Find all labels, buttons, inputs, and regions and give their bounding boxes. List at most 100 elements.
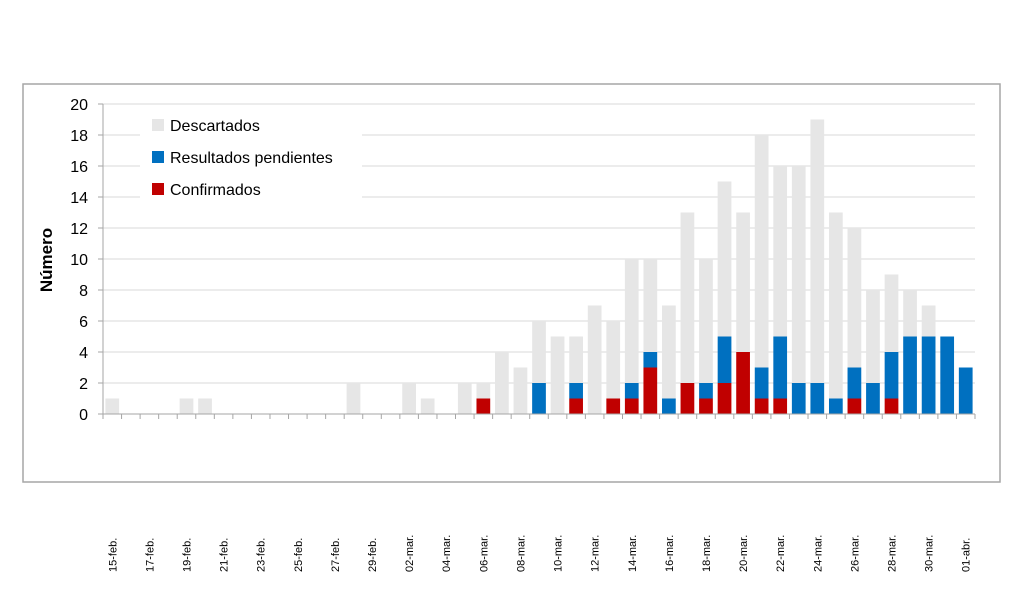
x-tick-label: 14-mar.: [627, 535, 639, 572]
bar-descartados: [198, 398, 212, 414]
x-tick-label: 22-mar.: [775, 535, 787, 572]
x-tick-label: 29-feb.: [367, 538, 379, 572]
bar-resultados-pendientes: [866, 383, 880, 414]
bar-descartados: [736, 212, 750, 352]
bar-descartados: [606, 321, 621, 399]
bar-descartados: [532, 321, 546, 383]
bar-confirmados: [476, 398, 491, 414]
x-tick-label: 19-feb.: [181, 538, 193, 572]
bar-resultados-pendientes: [847, 367, 862, 399]
bar-descartados: [662, 305, 676, 399]
bar-resultados-pendientes: [699, 383, 713, 399]
bar-descartados: [754, 135, 769, 368]
bar-confirmados: [680, 383, 695, 414]
x-tick-label: 18-mar.: [701, 535, 713, 572]
bar-descartados: [717, 181, 732, 337]
y-tick-label: 10: [70, 252, 88, 269]
x-tick-label: 20-mar.: [738, 535, 750, 572]
bar-resultados-pendientes: [754, 367, 769, 399]
legend: Descartados Resultados pendientes Confirma…: [140, 110, 362, 206]
bar-descartados: [587, 305, 602, 414]
bar-descartados: [105, 398, 120, 414]
bar-resultados-pendientes: [791, 383, 806, 414]
y-tick-label: 14: [70, 190, 88, 207]
bar-descartados: [420, 398, 435, 414]
bar-descartados: [643, 259, 658, 352]
bar-resultados-pendientes: [773, 336, 788, 399]
x-tick-label: 15-feb.: [107, 538, 119, 572]
x-tick-label: 21-feb.: [219, 538, 231, 572]
bar-resultados-pendientes: [903, 336, 917, 414]
bar-descartados: [828, 212, 843, 399]
legend-background: [140, 110, 362, 206]
bar-resultados-pendientes: [921, 336, 936, 414]
bar-descartados: [346, 383, 361, 414]
x-tick-label: 16-mar.: [664, 535, 676, 572]
bar-confirmados: [624, 398, 639, 414]
bar-descartados: [903, 290, 917, 337]
y-tick-label: 18: [70, 128, 88, 145]
bar-descartados: [791, 166, 806, 383]
x-tick-label: 23-feb.: [256, 538, 268, 572]
x-tick-label: 04-mar.: [441, 535, 453, 572]
bar-resultados-pendientes: [624, 383, 639, 399]
y-tick-labels: 0 2 4 6 8 10 12 14 16 18 20: [70, 97, 88, 424]
bar-descartados: [699, 259, 713, 383]
bar-confirmados: [736, 352, 750, 414]
x-tick-label: 01-abr.: [961, 538, 973, 572]
bar-resultados-pendientes: [643, 352, 658, 368]
bar-confirmados: [717, 383, 732, 414]
y-tick-label: 16: [70, 159, 88, 176]
x-tick-label: 08-mar.: [515, 535, 527, 572]
legend-swatch: [152, 151, 164, 163]
y-tick-label: 8: [79, 283, 88, 300]
bar-resultados-pendientes: [828, 398, 843, 414]
y-axis-label: Número: [37, 228, 56, 292]
bar-descartados: [550, 336, 565, 414]
axes: [98, 103, 976, 419]
x-tick-labels: 15-feb. 17-feb. 19-feb. 21-feb. 23-feb. 25-fe…: [107, 535, 972, 572]
bar-descartados: [457, 383, 472, 414]
bar-confirmados: [699, 398, 713, 414]
legend-swatch: [152, 183, 164, 195]
x-tick-label: 26-mar.: [849, 535, 861, 572]
x-tick-label: 25-feb.: [293, 538, 305, 572]
bar-descartados: [810, 119, 825, 383]
bar-descartados: [680, 212, 695, 383]
x-tick-label: 02-mar.: [404, 535, 416, 572]
bar-confirmados: [773, 398, 788, 414]
x-tick-label: 27-feb.: [330, 538, 342, 572]
bar-confirmados: [606, 398, 621, 414]
x-tick-label: 28-mar.: [887, 535, 899, 572]
x-tick-label: 06-mar.: [478, 535, 490, 572]
y-tick-label: 4: [79, 345, 88, 362]
y-tick-label: 0: [79, 407, 88, 424]
legend-label: Descartados: [170, 118, 260, 135]
bar-resultados-pendientes: [532, 383, 546, 414]
bar-resultados-pendientes: [940, 336, 955, 414]
bar-descartados: [624, 259, 639, 383]
bar-resultados-pendientes: [884, 352, 899, 399]
bars: [105, 119, 973, 414]
bar-descartados: [569, 336, 583, 383]
legend-swatch: [152, 119, 164, 131]
bar-resultados-pendientes: [569, 383, 583, 399]
bar-descartados: [476, 383, 491, 399]
bar-confirmados: [643, 367, 658, 414]
legend-label: Resultados pendientes: [170, 150, 333, 167]
x-tick-label: 10-mar.: [553, 535, 565, 572]
bar-descartados: [847, 228, 862, 368]
x-tick-label: 24-mar.: [812, 535, 824, 572]
bar-resultados-pendientes: [717, 336, 732, 383]
y-tick-label: 6: [79, 314, 88, 331]
bar-confirmados: [884, 398, 899, 414]
bar-descartados: [866, 290, 880, 383]
x-tick-label: 30-mar.: [924, 535, 936, 572]
bar-descartados: [773, 166, 788, 337]
x-tick-label: 12-mar.: [590, 535, 602, 572]
bar-confirmados: [754, 398, 769, 414]
bar-confirmados: [569, 398, 583, 414]
bar-descartados: [884, 274, 899, 352]
x-tick-label: 17-feb.: [144, 538, 156, 572]
y-tick-label: 2: [79, 376, 88, 393]
